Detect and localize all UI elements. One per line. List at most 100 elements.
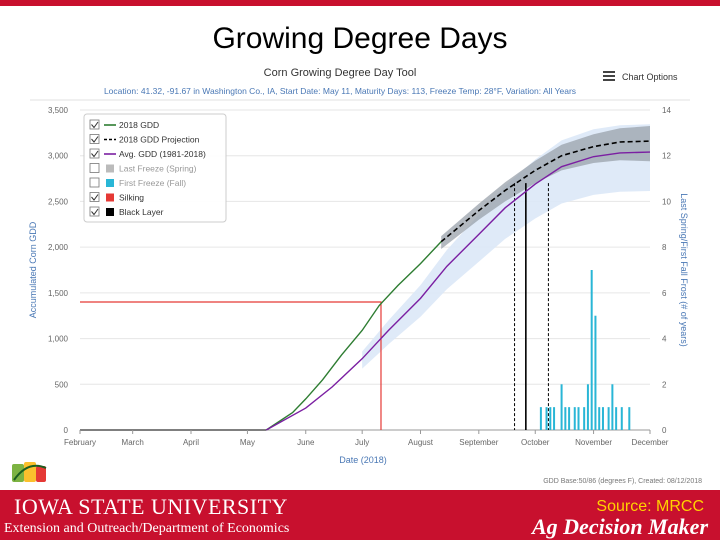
first-freeze-bar	[553, 407, 556, 430]
y-tick-label: 3,500	[48, 106, 69, 115]
legend-label: Avg. GDD (1981-2018)	[119, 149, 206, 159]
x-axis-label: Date (2018)	[339, 455, 387, 465]
y2-tick-label: 2	[662, 380, 667, 389]
y2-tick-label: 8	[662, 243, 667, 252]
university-wordmark: Iowa State University	[14, 494, 288, 519]
first-freeze-bar	[594, 315, 597, 430]
x-tick-label: July	[355, 438, 369, 447]
y2-tick-label: 14	[662, 106, 671, 115]
y2-axis-label: Last Spring/First Fall Frost (# of years…	[679, 193, 689, 347]
first-freeze-bar	[620, 407, 623, 430]
legend-checkbox	[89, 148, 100, 159]
checkmark-icon	[91, 121, 99, 129]
slide-title: Growing Degree Days	[212, 22, 508, 55]
first-freeze-bar	[615, 407, 618, 430]
menu-icon-bar	[603, 71, 615, 73]
first-freeze-bar	[607, 407, 610, 430]
y-tick-label: 1,000	[48, 335, 69, 344]
y-axis-label: Accumulated Corn GDD	[28, 221, 38, 318]
checkmark-icon	[91, 150, 99, 158]
gdd-chart: Corn Growing Degree Day Tool Location: 4…	[28, 67, 702, 485]
variation-bands	[362, 124, 650, 369]
legend: 2018 GDD 2018 GDD Projection Avg. GDD (198…	[83, 113, 227, 223]
first-freeze-bar	[539, 407, 542, 430]
x-tick-label: March	[122, 438, 144, 447]
first-freeze-bars	[539, 270, 631, 430]
first-freeze-bar	[573, 407, 576, 430]
chart-options-button[interactable]: Chart Options	[603, 71, 678, 82]
first-freeze-bar	[583, 407, 586, 430]
department-label: Extension and Outreach/Department of Eco…	[4, 521, 290, 536]
y-tick-label: 500	[55, 380, 69, 389]
x-tick-label: November	[575, 438, 612, 447]
first-freeze-bar	[628, 407, 631, 430]
footer-bar	[0, 490, 720, 540]
y2-tick-label: 4	[662, 335, 667, 344]
y2-tick-label: 6	[662, 289, 667, 298]
series-line-2	[265, 151, 651, 431]
legend-checkbox	[89, 134, 100, 144]
legend-checkbox	[89, 177, 100, 188]
legend-checkbox	[89, 206, 100, 217]
first-freeze-bar	[549, 407, 552, 430]
menu-icon-bar	[603, 79, 615, 81]
legend-label: Black Layer	[119, 207, 164, 217]
legend-checkbox	[89, 163, 100, 173]
variation-band-outer	[362, 124, 650, 369]
top-accent-bar	[0, 0, 720, 6]
series-line-1	[440, 140, 651, 243]
chart-options-label: Chart Options	[622, 72, 678, 82]
source-label: Source: MRCC	[596, 498, 704, 515]
logo-icon	[12, 462, 47, 482]
menu-icon-bar	[603, 75, 615, 77]
legend-label: Last Freeze (Spring)	[119, 164, 197, 174]
y-axis-ticks: 0 500 1,000 1,500 2,000 2,500 3,000 3,500	[48, 106, 69, 435]
y-tick-label: 0	[64, 426, 69, 435]
first-freeze-bar	[564, 407, 567, 430]
silking-marker	[80, 301, 382, 430]
first-freeze-bar	[577, 407, 580, 430]
legend-label: 2018 GDD	[119, 120, 159, 130]
brand-label: Ag Decision Maker	[532, 514, 708, 539]
checkmark-icon	[91, 136, 99, 143]
x-tick-label: May	[240, 438, 255, 447]
first-freeze-bar	[560, 384, 563, 430]
legend-checkbox	[89, 119, 100, 130]
y2-tick-label: 10	[662, 197, 671, 206]
legend-label: 2018 GDD Projection	[119, 135, 200, 145]
series-lines	[80, 140, 651, 431]
x-axis-ticks: February March April May June July August Septe…	[64, 430, 669, 447]
legend-label: First Freeze (Fall)	[119, 178, 186, 188]
x-tick-label: October	[521, 438, 550, 447]
series-line-0	[265, 241, 442, 431]
first-freeze-bar	[568, 407, 571, 430]
first-freeze-bar	[586, 384, 589, 430]
y2-tick-label: 12	[662, 152, 671, 161]
legend-swatch	[106, 208, 114, 216]
legend-checkbox	[89, 192, 100, 202]
x-tick-label: December	[632, 438, 669, 447]
checkmark-icon	[91, 208, 99, 216]
legend-box	[83, 113, 227, 223]
x-tick-label: June	[297, 438, 315, 447]
chart-subtitle: Location: 41.32, -91.67 in Washington Co…	[104, 86, 576, 96]
first-freeze-bar	[598, 407, 601, 430]
y-tick-label: 2,500	[48, 197, 69, 206]
first-freeze-bar	[601, 407, 604, 430]
legend-swatch	[106, 164, 114, 173]
first-freeze-bar	[590, 270, 593, 430]
y-tick-label: 2,000	[48, 243, 69, 252]
y-tick-label: 1,500	[48, 289, 69, 298]
x-tick-label: August	[408, 438, 434, 447]
x-tick-label: September	[459, 438, 498, 447]
y2-tick-label: 0	[662, 426, 667, 435]
legend-swatch	[106, 179, 114, 187]
legend-swatch	[106, 193, 114, 202]
chart-title: Corn Growing Degree Day Tool	[264, 67, 417, 79]
x-tick-label: February	[64, 438, 96, 447]
y2-axis-ticks: 0 2 4 6 8 10 12 14	[662, 106, 671, 435]
legend-label: Silking	[119, 193, 144, 203]
first-freeze-bar	[545, 407, 548, 430]
first-freeze-bar	[611, 384, 614, 430]
chart-footnote: GDD Base:50/86 (degrees F), Created: 08/…	[543, 478, 702, 485]
